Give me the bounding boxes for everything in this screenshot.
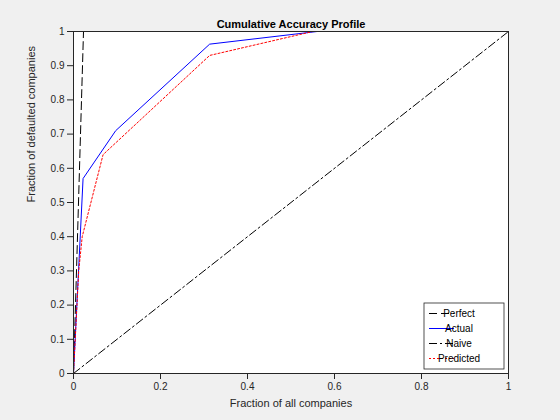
- svg-text:0.5: 0.5: [51, 197, 65, 208]
- svg-text:0.9: 0.9: [51, 60, 65, 71]
- svg-text:Actual: Actual: [445, 323, 473, 334]
- svg-text:1: 1: [506, 381, 512, 392]
- svg-text:0.4: 0.4: [51, 231, 65, 242]
- svg-text:0.8: 0.8: [415, 381, 429, 392]
- svg-text:Naive: Naive: [446, 338, 472, 349]
- svg-text:Cumulative Accuracy Profile: Cumulative Accuracy Profile: [217, 18, 366, 30]
- svg-text:0.1: 0.1: [51, 334, 65, 345]
- svg-text:0: 0: [59, 368, 65, 379]
- svg-text:0.6: 0.6: [51, 163, 65, 174]
- svg-text:Predicted: Predicted: [438, 353, 480, 364]
- svg-text:0.4: 0.4: [241, 381, 255, 392]
- svg-text:0.2: 0.2: [51, 299, 65, 310]
- svg-text:Perfect: Perfect: [443, 308, 475, 319]
- svg-text:1: 1: [59, 26, 65, 37]
- svg-text:Fraction of defaulted companie: Fraction of defaulted companies: [25, 45, 37, 202]
- svg-text:0: 0: [71, 381, 77, 392]
- svg-text:0.7: 0.7: [51, 128, 65, 139]
- svg-text:0.3: 0.3: [51, 265, 65, 276]
- svg-text:0.2: 0.2: [154, 381, 168, 392]
- svg-text:0.6: 0.6: [328, 381, 342, 392]
- svg-text:Fraction of all companies: Fraction of all companies: [230, 397, 353, 409]
- svg-text:0.8: 0.8: [51, 94, 65, 105]
